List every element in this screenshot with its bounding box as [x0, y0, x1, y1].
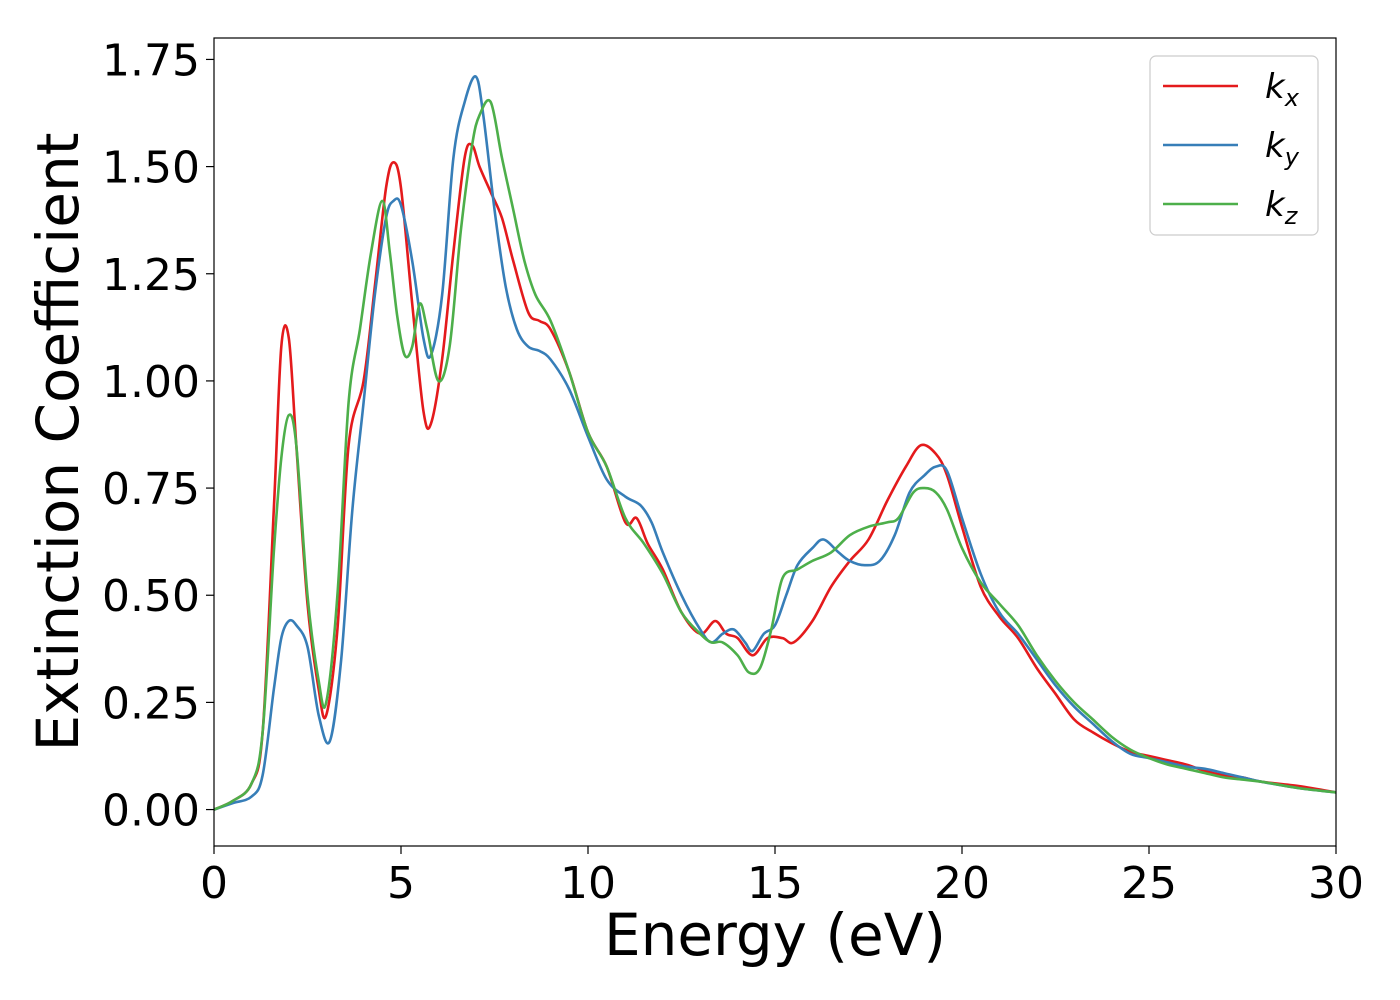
- y-tick-label: 0.25: [102, 678, 200, 729]
- y-axis-title: Extinction Coefficient: [24, 133, 92, 752]
- x-tick-label: 10: [560, 858, 616, 909]
- series-layer: [213, 75, 1337, 811]
- legend-label-kz: kz: [1265, 185, 1299, 230]
- series-line-kx: [213, 142, 1337, 811]
- y-tick-label: 0.75: [102, 464, 200, 515]
- x-tick-label: 25: [1121, 858, 1177, 909]
- y-axis-ticks: 0.00 0.25 0.50 0.75 1.00 1.25 1.50 1.75: [102, 35, 214, 837]
- y-tick-label: 0.00: [102, 786, 200, 837]
- x-tick-label: 5: [387, 858, 415, 909]
- y-tick-label: 1.75: [102, 35, 200, 86]
- x-axis-ticks: 0 5 10 15 20 25 30: [200, 846, 1364, 909]
- legend: kx ky kz: [1149, 55, 1319, 236]
- y-tick-label: 1.00: [102, 357, 200, 408]
- y-tick-label: 0.50: [102, 571, 200, 622]
- series-line-kz: [213, 99, 1337, 811]
- y-tick-label: 1.50: [102, 143, 200, 194]
- x-tick-label: 15: [747, 858, 803, 909]
- x-tick-label: 30: [1308, 858, 1364, 909]
- y-tick-label: 1.25: [102, 250, 200, 301]
- legend-label-ky: ky: [1265, 126, 1300, 171]
- legend-label-kx: kx: [1265, 67, 1300, 112]
- series-line-ky: [213, 75, 1337, 811]
- x-axis-title: Energy (eV): [604, 901, 946, 969]
- x-tick-label: 20: [934, 858, 990, 909]
- x-tick-label: 0: [200, 858, 228, 909]
- plot-background: [214, 38, 1336, 846]
